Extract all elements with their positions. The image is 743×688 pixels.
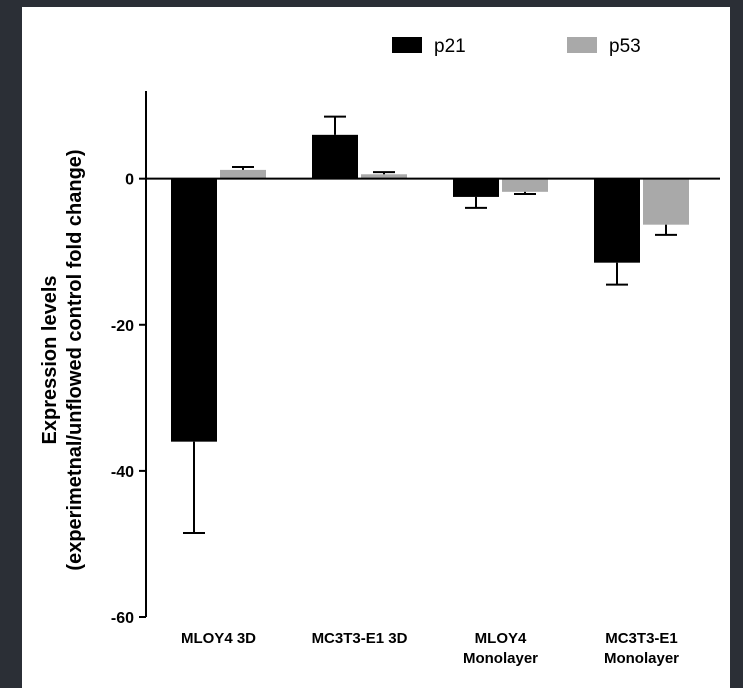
y-axis-label: Expression levels (experimetnal/unflowed …	[39, 149, 86, 570]
y-axis-label-line: (experimetnal/unflowed control fold chan…	[64, 149, 86, 570]
x-category-label: MLOY4 3D	[181, 630, 256, 647]
legend-label-p21: p21	[434, 36, 466, 57]
legend-swatch-p53	[567, 37, 597, 53]
x-category-label: MC3T3-E1 3D	[312, 630, 408, 647]
x-category-label: Monolayer	[463, 650, 538, 667]
x-category-label: MC3T3-E1	[605, 630, 678, 647]
y-tick-label: 0	[125, 172, 134, 189]
bar-p21	[453, 178, 499, 197]
bar-p53	[643, 178, 689, 225]
bars	[171, 115, 689, 534]
x-category-label: Monolayer	[604, 650, 679, 667]
bar-p53	[220, 169, 266, 179]
y-tick-label: -20	[111, 318, 134, 335]
legend-label-p53: p53	[609, 36, 641, 57]
y-axis: 0 -20 -40 -60	[111, 91, 147, 627]
bar-p21	[171, 178, 217, 442]
legend: p21 p53	[392, 36, 641, 57]
y-axis-label-line: Expression levels	[39, 276, 61, 445]
y-tick-label: -40	[111, 464, 134, 481]
bar-p53	[361, 174, 407, 179]
chart-panel: p21 p53 Expression levels (experimetnal/un…	[22, 7, 730, 688]
x-category-label: MLOY4	[475, 630, 527, 647]
bar-p53	[502, 178, 548, 192]
legend-swatch-p21	[392, 37, 422, 53]
y-tick-label: -60	[111, 610, 134, 627]
bar-p21	[594, 178, 640, 263]
x-axis-labels: MLOY4 3D MC3T3-E1 3D MLOY4 Monolayer MC3T3-E…	[181, 630, 679, 667]
bar-chart: p21 p53 Expression levels (experimetnal/un…	[39, 36, 720, 667]
bar-p21	[312, 134, 358, 179]
